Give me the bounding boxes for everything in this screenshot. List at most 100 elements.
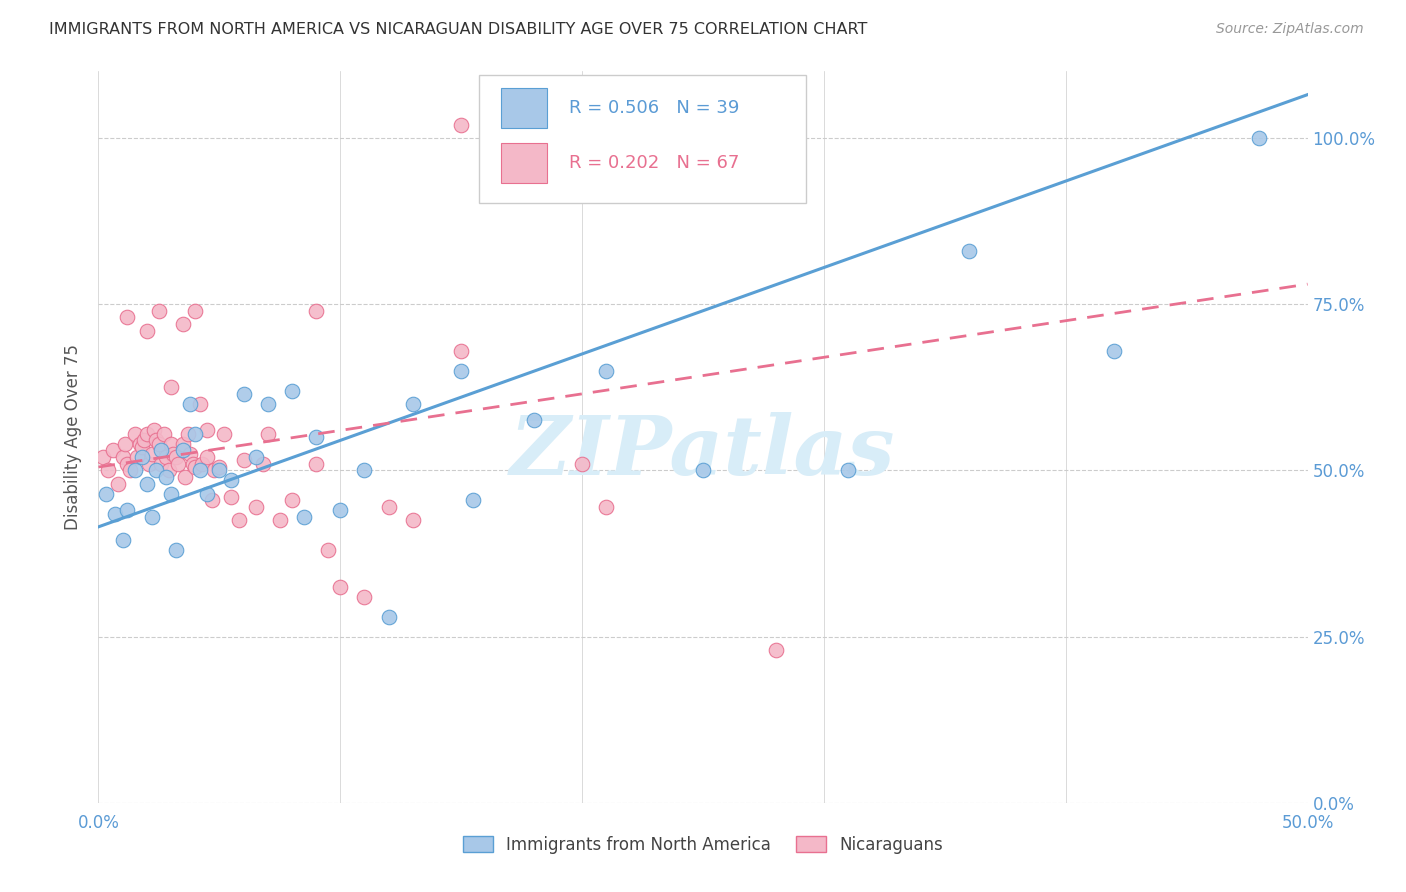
Point [91,450,114,464]
Text: R = 0.202   N = 67: R = 0.202 N = 67 [569,153,740,172]
Point [281,384,304,398]
FancyBboxPatch shape [479,75,806,203]
Point [157,463,180,477]
Point [232,453,254,467]
Point [117,310,139,325]
Point [353,590,375,604]
Point [201,493,224,508]
Point [402,513,425,527]
Point [463,493,485,508]
Point [114,436,136,450]
Point [208,460,231,475]
Point [160,380,183,394]
Point [571,457,593,471]
Point [160,436,183,450]
Point [232,387,254,401]
Point [188,397,211,411]
Point [329,580,352,594]
Legend: Immigrants from North America, Nicaraguans: Immigrants from North America, Nicaragua… [456,829,950,860]
FancyBboxPatch shape [501,87,547,128]
Point [316,543,339,558]
Point [162,447,184,461]
Point [101,443,124,458]
Point [152,426,174,441]
Point [191,457,214,471]
Point [165,450,187,464]
Point [111,533,134,548]
Text: R = 0.506   N = 39: R = 0.506 N = 39 [569,99,740,117]
Point [377,609,399,624]
Point [292,509,315,524]
Point [107,476,129,491]
Point [1249,131,1271,145]
Point [177,426,200,441]
Point [117,457,139,471]
Point [143,424,166,438]
Point [523,413,546,427]
Point [305,457,328,471]
Point [692,463,714,477]
Point [256,426,278,441]
Point [221,473,243,487]
Point [184,460,207,475]
Point [228,513,250,527]
Point [204,463,226,477]
Point [131,450,153,464]
Point [135,476,157,491]
Point [155,450,177,464]
Text: IMMIGRANTS FROM NORTH AMERICA VS NICARAGUAN DISABILITY AGE OVER 75 CORRELATION C: IMMIGRANTS FROM NORTH AMERICA VS NICARAG… [49,22,868,37]
Point [305,430,328,444]
Point [134,434,156,448]
Point [595,363,617,377]
Point [135,324,157,338]
Point [245,500,267,514]
Text: Source: ZipAtlas.com: Source: ZipAtlas.com [1216,22,1364,37]
FancyBboxPatch shape [501,143,547,183]
Point [269,513,291,527]
Point [138,457,160,471]
Point [172,436,194,450]
Point [1102,343,1125,358]
Point [135,426,157,441]
Point [245,450,267,464]
Point [124,426,146,441]
Point [150,457,173,471]
Point [208,463,231,477]
Point [155,470,177,484]
Point [127,450,149,464]
Point [195,450,218,464]
Point [450,118,472,132]
Point [179,397,201,411]
Point [124,463,146,477]
Point [111,450,134,464]
Point [353,463,375,477]
Point [212,426,235,441]
Point [195,486,218,500]
Point [595,500,617,514]
Point [402,397,425,411]
Point [837,463,859,477]
Point [188,463,211,477]
Point [184,303,207,318]
Point [450,343,472,358]
Point [172,317,194,331]
Point [145,463,167,477]
Point [329,503,352,517]
Point [252,457,274,471]
Point [172,443,194,458]
Point [957,244,980,258]
Point [118,463,141,477]
Point [179,447,201,461]
Point [765,643,787,657]
Point [195,424,218,438]
Point [281,493,304,508]
Point [128,436,150,450]
Point [181,457,204,471]
Point [94,486,117,500]
Point [221,490,243,504]
Point [131,440,153,454]
Point [305,303,328,318]
Point [160,486,183,500]
Point [104,507,127,521]
Point [165,543,187,558]
